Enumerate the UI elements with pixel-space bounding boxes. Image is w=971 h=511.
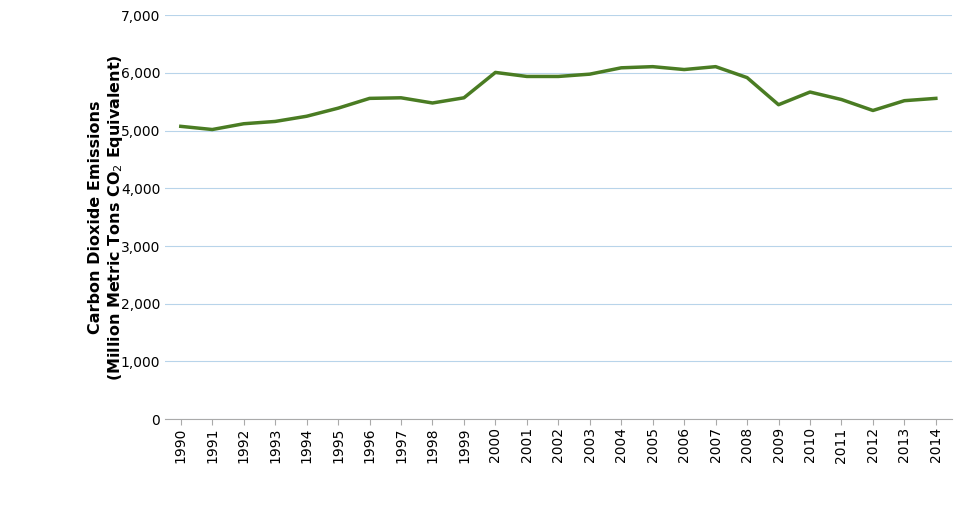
Y-axis label: Carbon Dioxide Emissions
(Million Metric Tons CO$_2$ Equivalent): Carbon Dioxide Emissions (Million Metric… — [88, 54, 125, 381]
